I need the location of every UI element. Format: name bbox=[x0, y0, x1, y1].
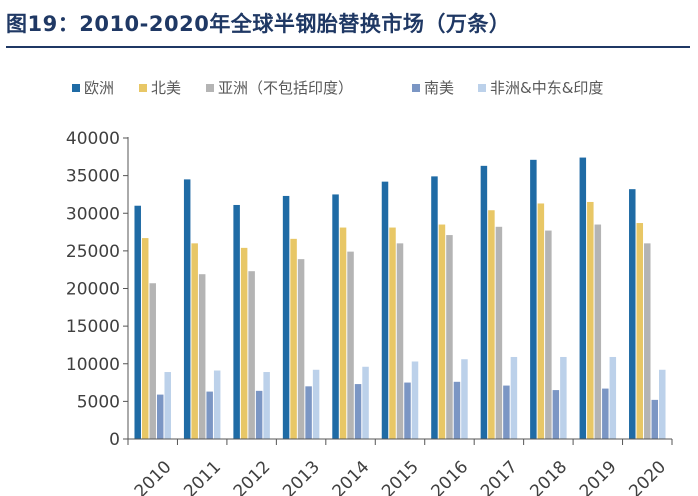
bar bbox=[602, 388, 609, 439]
bar bbox=[297, 259, 305, 439]
x-tick-label: 2015 bbox=[378, 457, 423, 496]
x-tick-label: 2017 bbox=[477, 457, 522, 496]
legend-label: 南美 bbox=[424, 79, 454, 97]
bar bbox=[438, 224, 446, 439]
bar bbox=[332, 194, 339, 439]
legend-label: 欧洲 bbox=[84, 79, 114, 97]
bar bbox=[629, 189, 636, 439]
x-tick-label: 2018 bbox=[526, 457, 571, 496]
x-tick-label: 2016 bbox=[428, 457, 473, 496]
bar bbox=[290, 238, 297, 439]
bar bbox=[651, 399, 659, 439]
y-tick-label: 20000 bbox=[66, 280, 120, 300]
bar bbox=[453, 381, 461, 439]
x-tick-label: 2010 bbox=[131, 457, 176, 496]
title-divider bbox=[6, 46, 690, 48]
bar bbox=[659, 369, 666, 439]
x-tick-label: 2013 bbox=[279, 457, 324, 496]
bar bbox=[164, 372, 171, 439]
bar bbox=[255, 390, 263, 439]
bar bbox=[248, 271, 255, 439]
legend-swatch bbox=[72, 84, 80, 92]
bar bbox=[149, 283, 156, 439]
x-tick-label: 2012 bbox=[230, 457, 275, 496]
bar bbox=[141, 238, 149, 439]
y-tick-label: 40000 bbox=[66, 129, 120, 149]
bar bbox=[347, 251, 354, 439]
bar bbox=[381, 181, 389, 439]
legend-swatch bbox=[139, 84, 147, 92]
x-tick-label: 2014 bbox=[329, 457, 374, 496]
bar bbox=[354, 384, 362, 439]
bar bbox=[240, 247, 248, 439]
bar bbox=[587, 201, 594, 439]
bar bbox=[488, 210, 495, 439]
y-tick-label: 5000 bbox=[77, 392, 120, 412]
legend-swatch bbox=[412, 84, 420, 92]
bar bbox=[446, 235, 453, 439]
bar bbox=[530, 159, 537, 439]
y-tick-label: 0 bbox=[109, 430, 120, 450]
bar bbox=[282, 195, 290, 439]
page-title: 图19：2010-2020年全球半钢胎替换市场（万条） bbox=[6, 12, 511, 36]
legend-label: 非洲&中东&印度 bbox=[490, 79, 603, 97]
x-tick-label: 2020 bbox=[625, 457, 670, 496]
bar bbox=[431, 176, 438, 439]
bar bbox=[537, 203, 545, 439]
bar bbox=[134, 205, 141, 439]
y-tick-label: 30000 bbox=[66, 204, 120, 224]
bar bbox=[579, 157, 587, 439]
bar bbox=[404, 382, 411, 439]
bar bbox=[495, 226, 503, 439]
legend-label: 北美 bbox=[151, 79, 181, 97]
x-tick-label: 2019 bbox=[576, 457, 621, 496]
bar bbox=[560, 356, 567, 439]
bar bbox=[510, 356, 518, 439]
bar bbox=[305, 386, 312, 439]
bar bbox=[362, 366, 369, 439]
bar bbox=[213, 370, 221, 439]
bar bbox=[183, 179, 191, 439]
bar bbox=[503, 385, 510, 439]
legend-swatch bbox=[206, 84, 214, 92]
bar bbox=[480, 165, 488, 439]
bar bbox=[312, 369, 320, 439]
bar bbox=[552, 390, 560, 439]
legend-label: 亚洲（不包括印度） bbox=[218, 79, 353, 97]
bar bbox=[411, 361, 419, 439]
bar bbox=[156, 394, 164, 439]
bar bbox=[198, 274, 206, 439]
bar bbox=[233, 204, 240, 439]
bar bbox=[644, 243, 651, 439]
bar bbox=[545, 230, 552, 439]
bar bbox=[609, 356, 617, 439]
x-tick-label: 2011 bbox=[180, 457, 225, 496]
bar bbox=[263, 372, 270, 439]
y-tick-label: 15000 bbox=[66, 317, 120, 337]
bar bbox=[206, 391, 213, 439]
legend-swatch bbox=[478, 84, 486, 92]
y-tick-label: 35000 bbox=[66, 167, 120, 187]
bar bbox=[389, 227, 396, 439]
y-tick-label: 10000 bbox=[66, 355, 120, 375]
bar bbox=[636, 223, 644, 439]
bar bbox=[396, 243, 404, 439]
bar bbox=[191, 243, 198, 439]
bar bbox=[339, 227, 347, 439]
y-tick-label: 25000 bbox=[66, 242, 120, 262]
bar bbox=[461, 359, 468, 439]
bar bbox=[594, 224, 602, 439]
